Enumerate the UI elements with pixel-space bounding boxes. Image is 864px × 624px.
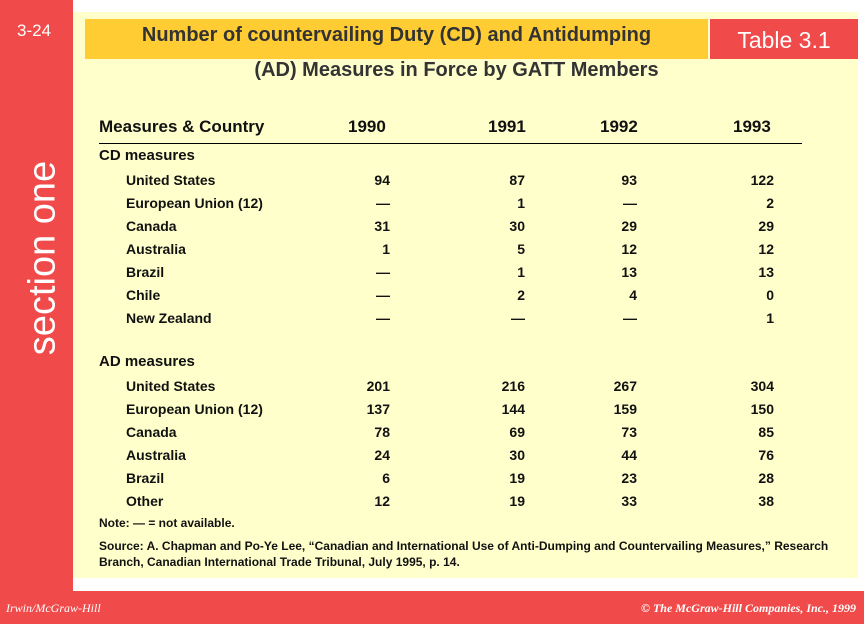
table-row: United States 94 87 93 122 — [0, 172, 864, 190]
value-cell: 150 — [750, 401, 774, 417]
table-row: Canada 31 30 29 29 — [0, 218, 864, 236]
value-cell: 1 — [766, 310, 774, 326]
value-cell: 24 — [374, 447, 390, 463]
value-cell: 38 — [758, 493, 774, 509]
value-cell: 4 — [629, 287, 637, 303]
header-rule — [99, 143, 802, 144]
value-cell: 31 — [374, 218, 390, 234]
table-source: Source: A. Chapman and Po-Ye Lee, “Canad… — [99, 539, 829, 569]
country-cell: Australia — [126, 447, 186, 463]
value-cell: 1 — [382, 241, 390, 257]
value-cell: 1 — [517, 264, 525, 280]
value-cell: 33 — [621, 493, 637, 509]
title-line-1: Number of countervailing Duty (CD) and A… — [141, 24, 652, 46]
country-cell: Chile — [126, 287, 161, 303]
country-cell: European Union (12) — [126, 401, 263, 417]
table-row: New Zealand — — — 1 — [0, 310, 864, 328]
table-row: Chile — 2 4 0 — [0, 287, 864, 305]
value-cell: 93 — [621, 172, 637, 188]
column-header-year: 1991 — [488, 117, 526, 136]
table-tag: Table 3.1 — [710, 19, 858, 59]
ad-group-heading: AD measures — [99, 353, 195, 370]
table-row: Other 12 19 33 38 — [0, 493, 864, 511]
value-cell: 0 — [766, 287, 774, 303]
cd-group-heading: CD measures — [99, 147, 195, 164]
country-cell: Brazil — [126, 264, 165, 280]
country-cell: Brazil — [126, 470, 165, 486]
value-cell: 94 — [374, 172, 390, 188]
value-cell: — — [376, 310, 390, 326]
value-cell: — — [376, 195, 390, 211]
value-cell: 267 — [613, 378, 637, 394]
footer-copyright: © The McGraw-Hill Companies, Inc., 1999 — [641, 601, 856, 615]
value-cell: 44 — [621, 447, 637, 463]
value-cell: 30 — [509, 218, 525, 234]
table-row: Brazil — 1 13 13 — [0, 264, 864, 282]
value-cell: 6 — [382, 470, 390, 486]
country-cell: Australia — [126, 241, 186, 257]
country-cell: Canada — [126, 218, 177, 234]
table-row: Australia 1 5 12 12 — [0, 241, 864, 259]
country-cell: United States — [126, 378, 216, 394]
value-cell: 19 — [509, 470, 525, 486]
column-header-year: 1990 — [348, 117, 386, 136]
country-cell: New Zealand — [126, 310, 212, 326]
value-cell: 144 — [501, 401, 525, 417]
value-cell: — — [376, 287, 390, 303]
country-cell: European Union (12) — [126, 195, 263, 211]
country-cell: Canada — [126, 424, 177, 440]
table-row: Brazil 6 19 23 28 — [0, 470, 864, 488]
value-cell: 201 — [366, 378, 390, 394]
value-cell: — — [511, 310, 525, 326]
value-cell: 2 — [517, 287, 525, 303]
value-cell: 29 — [758, 218, 774, 234]
title-line-2: (AD) Measures in Force by GATT Members — [254, 59, 659, 81]
value-cell: — — [623, 195, 637, 211]
value-cell: 73 — [621, 424, 637, 440]
value-cell: — — [623, 310, 637, 326]
table-row: Canada 78 69 73 85 — [0, 424, 864, 442]
column-header-year: 1992 — [600, 117, 638, 136]
value-cell: 137 — [366, 401, 390, 417]
table-row: European Union (12) 137 144 159 150 — [0, 401, 864, 419]
value-cell: 23 — [621, 470, 637, 486]
footer-bar — [0, 591, 864, 624]
value-cell: 159 — [613, 401, 637, 417]
value-cell: 2 — [766, 195, 774, 211]
value-cell: 28 — [758, 470, 774, 486]
value-cell: 69 — [509, 424, 525, 440]
value-cell: 216 — [501, 378, 525, 394]
page-number: 3-24 — [17, 21, 52, 40]
value-cell: 1 — [517, 195, 525, 211]
column-header-year: 1993 — [733, 117, 771, 136]
value-cell: 13 — [758, 264, 774, 280]
value-cell: 304 — [750, 378, 774, 394]
column-header-label: Measures & Country — [99, 117, 265, 136]
title-band — [85, 19, 708, 59]
value-cell: 30 — [509, 447, 525, 463]
table-row: United States 201 216 267 304 — [0, 378, 864, 396]
table-note: Note: — = not available. — [99, 516, 235, 530]
content-panel — [73, 12, 858, 578]
value-cell: 29 — [621, 218, 637, 234]
value-cell: 12 — [621, 241, 637, 257]
value-cell: 5 — [517, 241, 525, 257]
value-cell: 76 — [758, 447, 774, 463]
value-cell: 85 — [758, 424, 774, 440]
country-cell: Other — [126, 493, 164, 509]
value-cell: 12 — [374, 493, 390, 509]
value-cell: 87 — [509, 172, 525, 188]
value-cell: 12 — [758, 241, 774, 257]
value-cell: — — [376, 264, 390, 280]
value-cell: 19 — [509, 493, 525, 509]
footer-publisher: Irwin/McGraw-Hill — [6, 601, 101, 615]
value-cell: 78 — [374, 424, 390, 440]
table-row: Australia 24 30 44 76 — [0, 447, 864, 465]
value-cell: 13 — [621, 264, 637, 280]
country-cell: United States — [126, 172, 216, 188]
left-accent-bar — [0, 0, 73, 591]
value-cell: 122 — [750, 172, 774, 188]
table-row: European Union (12) — 1 — 2 — [0, 195, 864, 213]
